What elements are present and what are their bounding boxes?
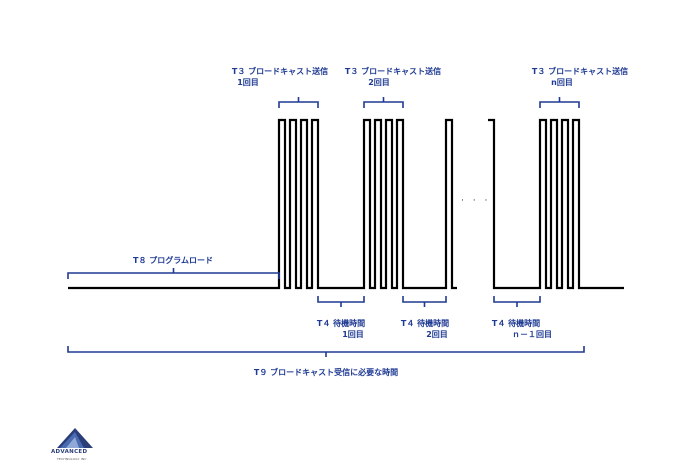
t3-bracket-1 (278, 97, 319, 108)
company-logo-subtitle: TECHNOLOGY INC (57, 457, 87, 461)
t4-count-1: 1回目 (342, 330, 364, 339)
t3-label-n: T３ ブロードキャスト送信 (531, 67, 629, 76)
t3-count-1: 1回目 (237, 78, 259, 87)
company-logo-name: ADVANCED (51, 449, 88, 455)
t4-label-1: T４ 待機時間 (316, 319, 366, 328)
company-logo-icon (57, 428, 93, 448)
t8-bracket (67, 268, 280, 279)
t3-label-1: T３ ブロードキャスト送信 (231, 67, 329, 76)
t4-bracket-n1 (493, 296, 541, 307)
t8-label: T８ プログラムロード (132, 256, 213, 265)
t3-label-2: T３ ブロードキャスト送信 (344, 67, 442, 76)
t4-bracket-1 (317, 296, 365, 307)
t3-bracket-2 (363, 97, 404, 108)
t9-bracket (67, 346, 585, 357)
t9-label: T９ ブロードキャスト受信に必要な時間 (253, 368, 399, 377)
signal-waveform-n (488, 118, 624, 290)
t4-label-n1: T４ 待機時間 (491, 319, 541, 328)
t3-bracket-n (539, 97, 580, 108)
t3-count-2: 2回目 (368, 78, 390, 87)
t4-label-2: T４ 待機時間 (400, 319, 450, 328)
t4-count-2: 2回目 (426, 330, 448, 339)
ellipsis: · · · (461, 196, 491, 206)
signal-waveform (68, 118, 457, 290)
t4-bracket-2 (402, 296, 447, 307)
t3-count-n: n回目 (551, 78, 573, 87)
t4-count-n1: ｎ－１回目 (512, 330, 552, 339)
